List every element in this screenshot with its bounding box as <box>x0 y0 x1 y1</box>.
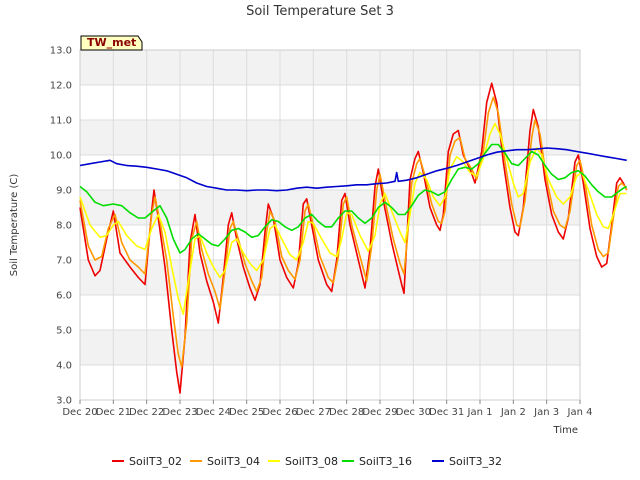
badge-shape <box>80 35 143 51</box>
x-tick-label: Dec 29 <box>362 407 397 418</box>
series-line-soilt3_16 <box>79 143 628 254</box>
y-tick-label: 5.0 <box>56 326 72 337</box>
x-tick-label: Dec 21 <box>96 407 131 418</box>
plot-band <box>80 330 580 365</box>
legend: SoilT3_02 SoilT3_04 SoilT3_08 SoilT3_16 Soil… <box>112 455 502 468</box>
plot-band <box>80 190 580 225</box>
y-tick-label: 12.0 <box>50 81 72 92</box>
y-tick-label: 8.0 <box>56 221 72 232</box>
y-tick-label: 3.0 <box>56 396 72 407</box>
x-tick-label: Dec 28 <box>329 407 364 418</box>
plot-band <box>80 50 580 85</box>
series-line-soilt3_04 <box>79 96 628 368</box>
legend-label-soilt3_04: SoilT3_04 <box>207 455 260 468</box>
x-axis-label: Time <box>553 425 578 436</box>
badge-label: TW_met <box>87 36 136 49</box>
x-tick-label: Jan 2 <box>500 407 526 418</box>
legend-label-soilt3_16: SoilT3_16 <box>359 455 412 468</box>
x-tick-label: Jan 4 <box>567 407 593 418</box>
y-axis-label: Soil Temperature (C) <box>9 174 20 277</box>
series-line-soilt3_08 <box>79 122 627 316</box>
station-badge: TW_met <box>80 35 143 51</box>
x-tick-label: Dec 26 <box>262 407 297 418</box>
y-tick-label: 4.0 <box>56 361 72 372</box>
legend-label-soilt3_02: SoilT3_02 <box>129 455 182 468</box>
y-tick-label: 6.0 <box>56 291 72 302</box>
legend-label-soilt3_08: SoilT3_08 <box>285 455 338 468</box>
x-tick-label: Dec 31 <box>429 407 464 418</box>
legend-label-soilt3_32: SoilT3_32 <box>449 455 502 468</box>
plot-frame <box>79 49 581 401</box>
x-tick-label: Dec 20 <box>62 407 97 418</box>
y-tick-label: 13.0 <box>50 46 72 57</box>
x-tick-label: Dec 27 <box>296 407 331 418</box>
x-tick-label: Dec 22 <box>129 407 164 418</box>
y-axis-ticks: 3.0 4.0 5.0 6.0 7.0 8.0 9.0 10.0 11.0 12.0 13.0 <box>50 46 72 407</box>
y-tick-label: 7.0 <box>56 256 72 267</box>
x-tick-label: Jan 3 <box>533 407 559 418</box>
series-line-soilt3_32 <box>79 147 627 192</box>
x-tick-label: Dec 25 <box>229 407 264 418</box>
x-tick-label: Jan 1 <box>467 407 493 418</box>
y-tick-label: 10.0 <box>50 151 72 162</box>
x-tick-label: Dec 30 <box>396 407 431 418</box>
series-lines <box>79 82 628 394</box>
x-tick-label: Dec 24 <box>196 407 231 418</box>
x-tick-label: Dec 23 <box>162 407 197 418</box>
chart-title: Soil Temperature Set 3 <box>246 4 394 19</box>
y-tick-label: 11.0 <box>50 116 72 127</box>
y-tick-label: 9.0 <box>56 186 72 197</box>
